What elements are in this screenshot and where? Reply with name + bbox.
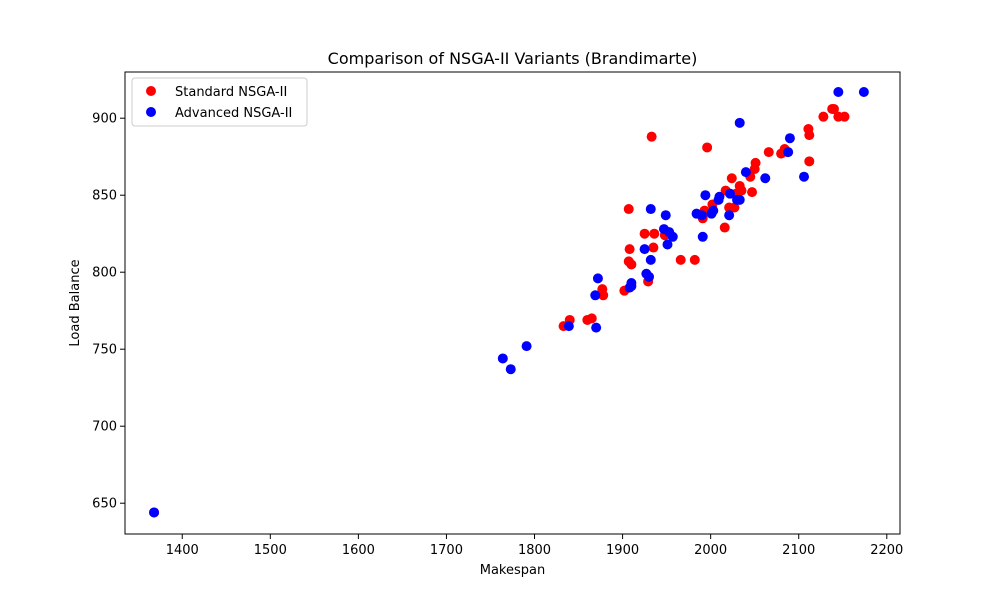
standard-point xyxy=(736,185,747,196)
advanced-point xyxy=(700,190,711,201)
advanced-point xyxy=(591,322,602,333)
y-tick-label: 650 xyxy=(92,497,117,512)
standard-point xyxy=(804,156,815,167)
advanced-point xyxy=(783,147,794,158)
advanced-point xyxy=(521,341,532,352)
standard-point xyxy=(646,131,657,142)
advanced-point xyxy=(644,271,655,282)
advanced-point xyxy=(497,353,508,364)
advanced-point xyxy=(563,321,574,332)
standard-point xyxy=(586,313,597,324)
standard-point xyxy=(623,204,634,215)
advanced-point xyxy=(149,507,160,518)
chart-title: Comparison of NSGA-II Variants (Brandima… xyxy=(328,49,698,68)
y-tick-label: 850 xyxy=(92,189,117,204)
legend-label-advanced: Advanced NSGA-II xyxy=(175,106,292,121)
x-tick-label: 1400 xyxy=(166,543,199,558)
advanced-point xyxy=(740,167,751,178)
standard-point xyxy=(729,202,740,213)
advanced-point xyxy=(645,254,656,265)
legend-marker-advanced xyxy=(146,107,156,117)
standard-point xyxy=(626,259,637,270)
standard-point xyxy=(624,244,635,255)
x-tick-label: 1700 xyxy=(430,543,463,558)
standard-point xyxy=(639,228,650,239)
advanced-point xyxy=(505,364,516,375)
y-axis: 650 700 750 800 850 900 xyxy=(92,112,125,512)
standard-point xyxy=(839,111,850,122)
advanced-point xyxy=(667,231,678,242)
advanced-point xyxy=(697,231,708,242)
advanced-point xyxy=(833,87,844,98)
advanced-point xyxy=(734,117,745,128)
advanced-point xyxy=(760,173,771,184)
advanced-point xyxy=(592,273,603,284)
standard-point xyxy=(747,187,758,198)
standard-point xyxy=(828,103,839,114)
x-tick-label: 2100 xyxy=(782,543,815,558)
points-layer xyxy=(149,87,869,518)
standard-point xyxy=(763,147,774,158)
x-tick-label: 2000 xyxy=(694,543,727,558)
x-tick-label: 1900 xyxy=(606,543,639,558)
y-tick-label: 700 xyxy=(92,420,117,435)
standard-point xyxy=(719,222,730,233)
advanced-point xyxy=(590,290,601,301)
x-axis-label: Makespan xyxy=(480,563,545,578)
standard-point xyxy=(804,130,815,141)
legend-label-standard: Standard NSGA-II xyxy=(175,85,287,100)
standard-point xyxy=(702,142,713,153)
standard-point xyxy=(818,111,829,122)
legend-box xyxy=(131,77,308,127)
advanced-point xyxy=(639,244,650,255)
y-tick-label: 800 xyxy=(92,266,117,281)
x-tick-label: 1800 xyxy=(518,543,551,558)
legend-marker-standard xyxy=(146,86,156,96)
x-tick-label: 1500 xyxy=(254,543,287,558)
standard-point xyxy=(689,254,700,265)
advanced-point xyxy=(858,87,869,98)
standard-point xyxy=(649,228,660,239)
y-axis-label: Load Balance xyxy=(68,259,83,346)
standard-point xyxy=(726,173,737,184)
standard-point xyxy=(675,254,686,265)
advanced-point xyxy=(696,210,707,221)
plot-frame xyxy=(124,71,901,535)
y-tick-label: 900 xyxy=(92,112,117,127)
advanced-point xyxy=(645,204,656,215)
advanced-point xyxy=(724,210,735,221)
x-tick-label: 2200 xyxy=(870,543,903,558)
advanced-point xyxy=(662,239,673,250)
advanced-point xyxy=(708,205,719,216)
standard-point xyxy=(750,157,761,168)
advanced-point xyxy=(714,191,725,202)
standard-point xyxy=(648,242,659,253)
standard-point xyxy=(598,290,609,301)
advanced-point xyxy=(725,188,736,199)
advanced-point xyxy=(734,194,745,205)
x-tick-label: 1600 xyxy=(342,543,375,558)
advanced-point xyxy=(784,133,795,144)
advanced-point xyxy=(626,281,637,292)
advanced-point xyxy=(799,171,810,182)
legend: Standard NSGA-II Advanced NSGA-II xyxy=(131,77,308,127)
x-axis: 1400 1500 1600 1700 1800 1900 2000 2100 2200 xyxy=(166,534,903,558)
y-tick-label: 750 xyxy=(92,343,117,358)
advanced-point xyxy=(660,210,671,221)
